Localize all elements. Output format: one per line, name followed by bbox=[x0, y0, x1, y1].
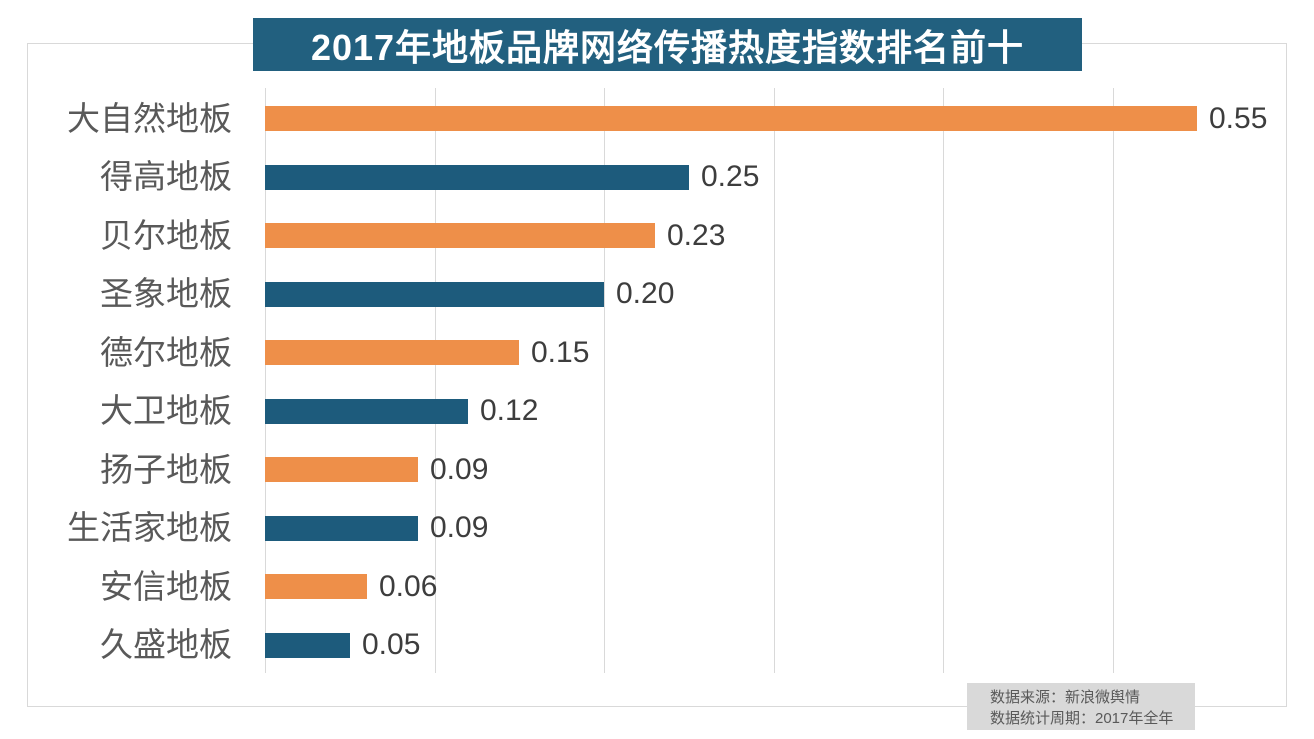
value-label: 0.15 bbox=[531, 336, 590, 369]
category-label: 安信地板 bbox=[100, 568, 232, 605]
bar-row-0 bbox=[265, 106, 1197, 131]
category-label: 大自然地板 bbox=[67, 100, 232, 137]
value-label: 0.23 bbox=[667, 219, 726, 252]
value-label: 0.20 bbox=[616, 277, 675, 310]
plot-area bbox=[265, 88, 1286, 673]
value-label: 0.25 bbox=[701, 160, 760, 193]
value-label: 0.05 bbox=[362, 628, 421, 661]
category-label: 久盛地板 bbox=[100, 626, 232, 663]
gridline-x-0.4 bbox=[943, 88, 944, 673]
chart-title-banner: 2017年地板品牌网络传播热度指数排名前十 bbox=[253, 18, 1082, 71]
data-source-box: 数据来源：新浪微舆情 数据统计周期：2017年全年 bbox=[967, 683, 1195, 730]
gridline-x-0.3 bbox=[774, 88, 775, 673]
bar-row-9 bbox=[265, 633, 350, 658]
bar-row-5 bbox=[265, 399, 468, 424]
gridline-x-0.2 bbox=[604, 88, 605, 673]
chart-title: 2017年地板品牌网络传播热度指数排名前十 bbox=[310, 26, 1025, 68]
category-label: 德尔地板 bbox=[100, 334, 232, 371]
bar-row-3 bbox=[265, 282, 604, 307]
category-label: 扬子地板 bbox=[100, 451, 232, 488]
category-label: 圣象地板 bbox=[100, 275, 232, 312]
category-label: 生活家地板 bbox=[67, 509, 232, 546]
category-label: 大卫地板 bbox=[100, 392, 232, 429]
value-label: 0.55 bbox=[1209, 102, 1268, 135]
bar-row-1 bbox=[265, 165, 689, 190]
value-label: 0.09 bbox=[430, 511, 489, 544]
data-source-line1: 数据来源：新浪微舆情 bbox=[990, 689, 1141, 706]
bar-row-6 bbox=[265, 457, 418, 482]
chart-frame bbox=[27, 43, 1287, 707]
gridline-x-0.5 bbox=[1113, 88, 1114, 673]
gridline-x-0.1 bbox=[435, 88, 436, 673]
bar-row-7 bbox=[265, 516, 418, 541]
bar-row-2 bbox=[265, 223, 655, 248]
value-label: 0.06 bbox=[379, 570, 438, 603]
gridline-x-0 bbox=[265, 88, 266, 673]
value-label: 0.12 bbox=[480, 394, 539, 427]
bar-row-4 bbox=[265, 340, 519, 365]
category-label: 贝尔地板 bbox=[100, 217, 232, 254]
category-label: 得高地板 bbox=[100, 158, 232, 195]
data-source-line2: 数据统计周期：2017年全年 bbox=[990, 710, 1174, 727]
value-label: 0.09 bbox=[430, 453, 489, 486]
bar-row-8 bbox=[265, 574, 367, 599]
